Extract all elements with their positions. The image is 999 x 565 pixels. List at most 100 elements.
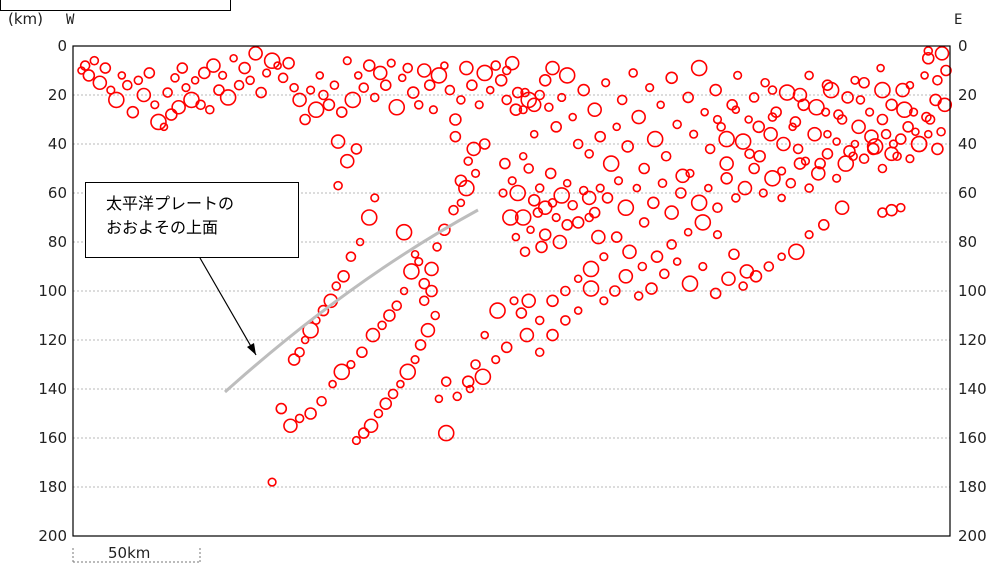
earthquake-point xyxy=(647,196,660,210)
earthquake-point xyxy=(459,60,474,76)
earthquake-point xyxy=(551,212,561,223)
y-tick-label-right: 100 xyxy=(958,282,987,300)
earthquake-point xyxy=(534,347,545,358)
earthquake-point xyxy=(660,150,672,162)
y-tick-label-right: 20 xyxy=(958,86,977,104)
earthquake-point xyxy=(413,100,424,110)
earthquake-point xyxy=(719,156,734,171)
earthquake-point xyxy=(858,76,870,89)
earthquake-point xyxy=(190,76,200,85)
earthquake-point xyxy=(885,203,898,217)
earthquake-point xyxy=(785,177,797,189)
earthquake-point xyxy=(936,126,946,137)
earthquake-point xyxy=(99,62,112,74)
earthquake-point xyxy=(289,82,299,93)
earthquake-point xyxy=(777,252,786,262)
earthquake-point xyxy=(905,154,915,164)
earthquake-point xyxy=(337,269,350,283)
earthquake-point xyxy=(379,397,393,411)
earthquake-point xyxy=(416,63,432,78)
earthquake-point xyxy=(716,122,726,132)
earthquake-point xyxy=(494,74,508,87)
earthquake-point xyxy=(582,280,600,297)
earthquake-point xyxy=(430,310,441,321)
earthquake-point xyxy=(418,277,431,290)
earthquake-point xyxy=(637,261,648,272)
earthquake-point xyxy=(108,91,125,109)
direction-east-label: E xyxy=(954,12,962,28)
earthquake-point xyxy=(351,435,362,446)
earthquake-point xyxy=(399,363,417,381)
earthquake-point xyxy=(546,328,559,342)
earthquake-point xyxy=(478,138,491,150)
y-tick-label-left: 100 xyxy=(38,282,67,300)
y-tick-label-right: 80 xyxy=(958,233,977,251)
earthquake-point xyxy=(804,230,814,240)
earthquake-point xyxy=(397,73,407,83)
earthquake-point xyxy=(396,379,405,389)
earthquake-point xyxy=(733,70,743,80)
earthquake-point xyxy=(399,286,409,296)
earthquake-point xyxy=(616,94,628,106)
earthquake-point xyxy=(424,261,439,277)
y-tick-label-left: 60 xyxy=(48,184,67,202)
earthquake-point xyxy=(263,52,281,70)
earthquake-point xyxy=(339,153,355,169)
y-tick-label-right: 180 xyxy=(958,478,987,496)
earthquake-point xyxy=(383,309,396,322)
earthquake-point xyxy=(712,114,723,125)
earthquake-point xyxy=(523,163,535,174)
earthquake-point xyxy=(498,188,508,198)
earthquake-point xyxy=(206,58,221,73)
earthquake-point xyxy=(683,227,693,237)
earthquake-point xyxy=(406,86,420,99)
earthquake-point xyxy=(360,209,378,226)
earthquake-point xyxy=(277,72,289,84)
earthquake-point xyxy=(410,355,420,365)
earthquake-point xyxy=(738,281,748,291)
earthquake-point xyxy=(255,86,267,99)
earthquake-point xyxy=(931,142,944,156)
earthquake-point xyxy=(833,109,844,120)
scale-bar: 50km xyxy=(72,544,201,563)
earthquake-point xyxy=(219,89,237,106)
earthquake-point xyxy=(440,61,449,70)
earthquake-point xyxy=(808,98,825,116)
earthquake-point xyxy=(685,168,695,178)
earthquake-point xyxy=(356,346,368,359)
earthquake-point xyxy=(418,295,430,307)
earthquake-point xyxy=(357,427,370,439)
earthquake-point xyxy=(377,320,387,331)
earthquake-point xyxy=(454,174,468,188)
earthquake-point xyxy=(837,155,855,172)
annotation-arrow-line xyxy=(199,257,257,356)
earthquake-point xyxy=(841,91,854,104)
earthquake-point xyxy=(448,204,459,216)
earthquake-point xyxy=(511,86,524,99)
earthquake-point xyxy=(613,176,624,186)
earthquake-point xyxy=(449,113,462,126)
earthquake-point xyxy=(509,103,523,116)
earthquake-point xyxy=(318,89,329,101)
earthquake-point xyxy=(170,73,180,83)
earthquake-point xyxy=(632,183,642,193)
earthquake-point xyxy=(262,68,272,78)
earthquake-point xyxy=(920,71,929,80)
earthquake-point xyxy=(410,249,420,259)
earthquake-point xyxy=(520,87,530,98)
earthquake-point xyxy=(645,282,658,295)
earthquake-point xyxy=(535,240,548,254)
earthquake-point xyxy=(362,59,376,72)
earthquake-point xyxy=(322,98,336,112)
earthquake-point xyxy=(787,243,805,261)
earthquake-point xyxy=(82,69,96,82)
earthquake-point xyxy=(317,304,330,317)
y-tick-label-left: 200 xyxy=(38,527,67,545)
earthquake-point xyxy=(466,79,478,91)
earthquake-point xyxy=(923,129,933,139)
earthquake-point xyxy=(509,296,519,306)
earthquake-point xyxy=(304,407,317,420)
earthquake-point xyxy=(737,180,753,196)
earthquake-point xyxy=(665,71,678,85)
earthquake-point xyxy=(425,284,438,298)
